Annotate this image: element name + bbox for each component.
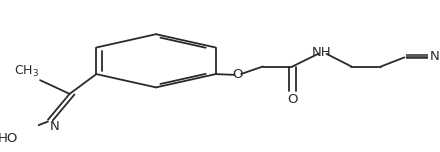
Text: NH: NH <box>312 46 332 59</box>
Text: N: N <box>430 50 440 63</box>
Text: CH$_3$: CH$_3$ <box>14 64 39 79</box>
Text: O: O <box>287 93 297 106</box>
Text: O: O <box>232 68 242 81</box>
Text: HO: HO <box>0 132 18 145</box>
Text: N: N <box>50 121 60 133</box>
